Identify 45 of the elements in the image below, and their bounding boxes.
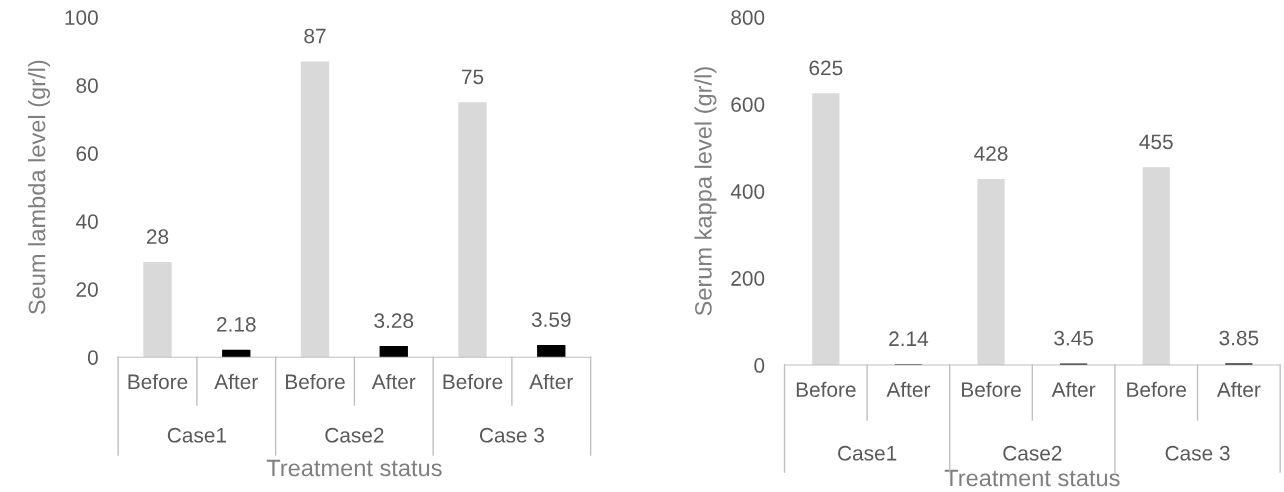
x-tick-label: Before xyxy=(443,373,503,390)
data-label: 3.85 xyxy=(1219,330,1259,346)
y-tick-label: 400 xyxy=(730,184,765,199)
data-label: 3.28 xyxy=(374,313,414,329)
y-axis-title: Serum kappa level (gr/l) xyxy=(694,67,717,316)
text: Case 3 xyxy=(1165,445,1230,461)
text: Case2 xyxy=(325,427,384,443)
y-tick-label: 600 xyxy=(731,97,765,112)
x-tick-label: After xyxy=(214,373,258,390)
x-tick-label: After xyxy=(886,381,931,398)
y-tick-label: 800 xyxy=(731,10,765,25)
y-axis-title: Seum lambda level (gr/l) xyxy=(28,60,51,315)
y-tick-label: 80 xyxy=(76,78,98,93)
data-label: 3.59 xyxy=(531,312,571,327)
text: Case 3 xyxy=(479,427,544,443)
data-label: 428 xyxy=(974,146,1008,161)
text: Case2 xyxy=(1003,445,1062,461)
y-tick-label: 100 xyxy=(65,10,98,25)
data-label: 2.18 xyxy=(217,317,256,332)
x-tick-label: After xyxy=(1216,381,1261,398)
data-label: 3.45 xyxy=(1054,330,1094,346)
x-tick-label: Before xyxy=(286,373,345,390)
y-tick-label: 40 xyxy=(75,214,98,229)
data-label: 625 xyxy=(809,60,843,76)
y-tick-label: 20 xyxy=(76,282,98,297)
text: Case1 xyxy=(167,427,226,443)
x-tick-label: After xyxy=(1051,381,1096,398)
data-label: 28 xyxy=(146,229,169,244)
data-label: 87 xyxy=(304,28,326,44)
x-tick-label: Before xyxy=(1127,381,1187,398)
x-tick-label: Before xyxy=(796,381,856,398)
data-label: 455 xyxy=(1139,134,1173,150)
x-tick-label: Before xyxy=(962,381,1021,398)
x-axis-title: Treatment status xyxy=(944,469,1120,487)
data-label: 2.14 xyxy=(889,331,929,346)
y-tick-label: 60 xyxy=(76,146,98,161)
x-tick-label: Before xyxy=(128,373,188,390)
x-tick-label: After xyxy=(371,373,416,390)
y-tick-label: 200 xyxy=(731,271,765,286)
y-tick-label: 0 xyxy=(754,358,765,373)
data-label: 75 xyxy=(461,69,484,85)
x-axis-title: Treatment status xyxy=(266,459,442,477)
x-tick-label: After xyxy=(529,373,573,390)
y-tick-label: 0 xyxy=(87,350,98,365)
text: Case1 xyxy=(838,445,897,461)
